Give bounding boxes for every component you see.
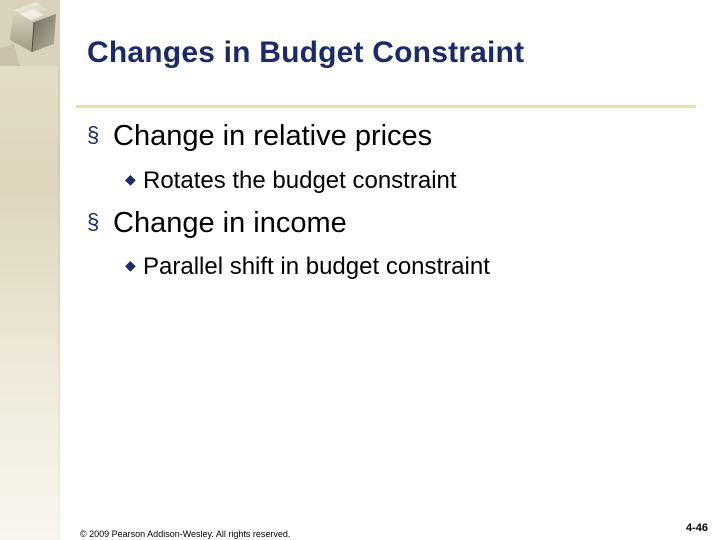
- title-divider: [76, 105, 696, 108]
- bullet-level2: ◆ Parallel shift in budget constraint: [125, 253, 490, 281]
- footer-copyright: © 2009 Pearson Addison-Wesley. All right…: [80, 529, 291, 539]
- bullet-level1: § Change in income: [87, 207, 347, 240]
- bullet-text: Parallel shift in budget constraint: [143, 253, 490, 280]
- bullet-level1: § Change in relative prices: [87, 120, 432, 153]
- glass-cube-icon: [0, 0, 60, 66]
- bullet-text: Change in relative prices: [113, 120, 433, 152]
- bullet-text: Change in income: [113, 207, 347, 239]
- side-strip-edge: [58, 0, 60, 540]
- bullet-level2: ◆ Rotates the budget constraint: [125, 167, 457, 195]
- page-number: 4-46: [685, 522, 708, 534]
- square-bullet-icon: §: [87, 122, 100, 147]
- diamond-bullet-icon: ◆: [125, 171, 136, 187]
- square-bullet-icon: §: [87, 209, 100, 234]
- side-decoration-strip: [0, 0, 60, 540]
- bullet-text: Rotates the budget constraint: [143, 167, 457, 194]
- diamond-bullet-icon: ◆: [125, 257, 136, 273]
- slide-title: Changes in Budget Constraint: [87, 36, 525, 69]
